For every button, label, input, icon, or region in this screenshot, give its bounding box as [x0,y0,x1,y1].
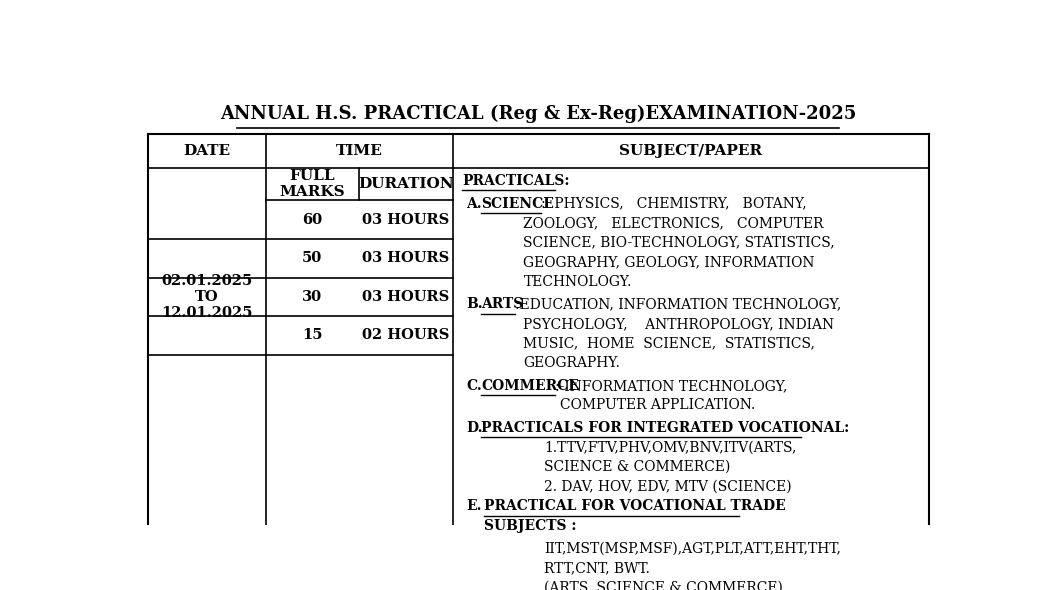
Text: PRACTICALS:: PRACTICALS: [462,174,570,188]
Text: E.: E. [466,499,482,513]
Text: DURATION: DURATION [358,178,454,191]
Text: 1.TTV,FTV,PHV,OMV,BNV,ITV(ARTS,: 1.TTV,FTV,PHV,OMV,BNV,ITV(ARTS, [544,441,796,455]
Text: (ARTS, SCIENCE & COMMERCE).: (ARTS, SCIENCE & COMMERCE). [544,581,786,590]
Text: PRACTICALS FOR INTEGRATED VOCATIONAL:: PRACTICALS FOR INTEGRATED VOCATIONAL: [481,421,849,435]
Text: FULL
MARKS: FULL MARKS [279,169,345,199]
Text: COMMERCE: COMMERCE [481,379,579,393]
Text: B.: B. [466,297,483,312]
Text: GEOGRAPHY.: GEOGRAPHY. [524,356,621,370]
Text: 30: 30 [302,290,322,304]
Text: PRACTICAL FOR VOCATIONAL TRADE: PRACTICAL FOR VOCATIONAL TRADE [484,499,786,513]
Text: 03 HOURS: 03 HOURS [362,290,449,304]
Text: MUSIC,  HOME  SCIENCE,  STATISTICS,: MUSIC, HOME SCIENCE, STATISTICS, [524,336,816,350]
Text: SCIENCE, BIO-TECHNOLOGY, STATISTICS,: SCIENCE, BIO-TECHNOLOGY, STATISTICS, [524,236,835,250]
Text: :  PHYSICS,   CHEMISTRY,   BOTANY,: : PHYSICS, CHEMISTRY, BOTANY, [542,196,807,211]
Text: 15: 15 [302,329,322,342]
Text: ANNUAL H.S. PRACTICAL (Reg & Ex-Reg)EXAMINATION-2025: ANNUAL H.S. PRACTICAL (Reg & Ex-Reg)EXAM… [219,105,857,123]
Text: IIT,MST(MSP,MSF),AGT,PLT,ATT,EHT,THT,: IIT,MST(MSP,MSF),AGT,PLT,ATT,EHT,THT, [544,542,841,555]
Text: GEOGRAPHY, GEOLOGY, INFORMATION: GEOGRAPHY, GEOLOGY, INFORMATION [524,255,815,269]
Text: ZOOLOGY,   ELECTRONICS,   COMPUTER: ZOOLOGY, ELECTRONICS, COMPUTER [524,216,824,230]
Text: 02.01.2025
TO
12.01.2025: 02.01.2025 TO 12.01.2025 [161,274,252,320]
Text: TECHNOLOGY.: TECHNOLOGY. [524,275,632,289]
Text: SCIENCE: SCIENCE [481,196,554,211]
Text: 02 HOURS: 02 HOURS [362,329,449,342]
Text: 03 HOURS: 03 HOURS [362,212,449,227]
Text: PSYCHOLOGY,    ANTHROPOLOGY, INDIAN: PSYCHOLOGY, ANTHROPOLOGY, INDIAN [524,317,835,331]
Text: C.: C. [466,379,482,393]
Text: TIME: TIME [336,145,382,159]
Text: DATE: DATE [183,145,230,159]
Text: :EDUCATION, INFORMATION TECHNOLOGY,: :EDUCATION, INFORMATION TECHNOLOGY, [516,297,842,312]
Text: A.: A. [466,196,482,211]
Text: SCIENCE & COMMERCE): SCIENCE & COMMERCE) [544,460,730,474]
Text: RTT,CNT, BWT.: RTT,CNT, BWT. [544,561,650,575]
Text: D.: D. [466,421,483,435]
Text: 50: 50 [302,251,322,265]
Text: COMPUTER APPLICATION.: COMPUTER APPLICATION. [560,398,755,412]
Text: :-INFORMATION TECHNOLOGY,: :-INFORMATION TECHNOLOGY, [555,379,788,393]
Text: ARTS: ARTS [481,297,523,312]
Text: SUBJECT/PAPER: SUBJECT/PAPER [620,145,762,159]
Text: 60: 60 [302,212,322,227]
Text: 03 HOURS: 03 HOURS [362,251,449,265]
Text: 2. DAV, HOV, EDV, MTV (SCIENCE): 2. DAV, HOV, EDV, MTV (SCIENCE) [544,480,792,494]
Text: SUBJECTS :: SUBJECTS : [484,519,576,533]
